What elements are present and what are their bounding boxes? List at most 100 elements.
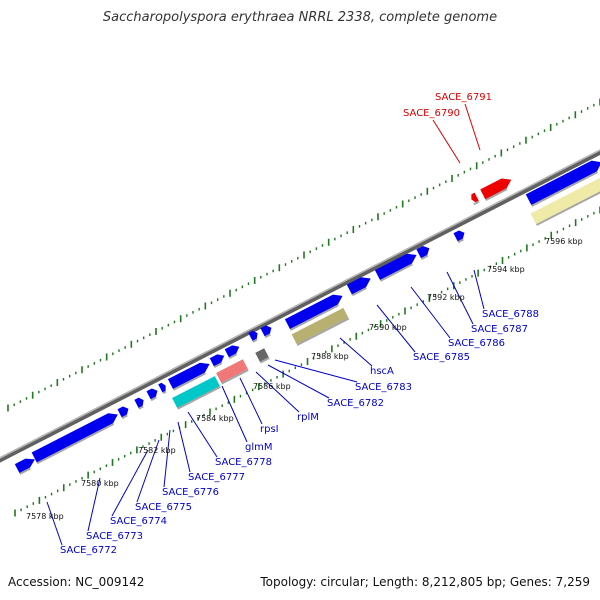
gene-arrow-shadow xyxy=(457,238,464,244)
gene-arrow-shape xyxy=(284,294,343,330)
gene-arrow-shape xyxy=(31,413,118,463)
gene-label: SACE_6782 xyxy=(327,398,384,409)
backbone-line xyxy=(0,149,600,463)
label-leader xyxy=(87,477,101,532)
gene-box-shape xyxy=(291,307,349,345)
scale-label: 7594 kbp xyxy=(487,265,525,274)
page-title: Saccharopolyspora erythraea NRRL 2338, c… xyxy=(102,10,498,25)
gene-arrow-shadow xyxy=(473,200,480,206)
gene-arrow-shadow xyxy=(138,405,144,410)
gene-arrow xyxy=(480,178,512,201)
gene-arrow xyxy=(117,406,129,420)
label-leader xyxy=(339,337,373,367)
gene-label: SACE_6791 xyxy=(435,92,492,103)
gene-box-shape xyxy=(255,348,269,362)
gene-label: SACE_6776 xyxy=(162,487,219,498)
gene-arrow xyxy=(134,397,144,410)
gene-arrow-shadow xyxy=(420,254,429,260)
label-leader xyxy=(274,359,358,383)
gene-arrow-shape xyxy=(248,330,258,341)
gene-arrow-shadow xyxy=(289,304,339,331)
gene-arrow-shape xyxy=(480,178,512,200)
gene-arrow-shape xyxy=(209,354,225,367)
gene-box-shadow xyxy=(296,317,350,346)
gene-arrow xyxy=(158,382,167,395)
gene-arrow xyxy=(31,413,118,465)
label-leader xyxy=(410,286,451,339)
gene-box-shape xyxy=(172,376,220,408)
label-leader xyxy=(221,385,248,443)
gene-box-shadow xyxy=(221,369,249,385)
genome-summary-text: Topology: circular; Length: 8,212,805 bp… xyxy=(260,575,590,589)
gene-label: rpsI xyxy=(260,424,279,435)
gene-arrow-shadow xyxy=(351,287,367,297)
gene-arrow-shape xyxy=(167,362,210,389)
gene-arrow-shape xyxy=(260,325,272,337)
gene-arrow-shadow xyxy=(252,338,258,343)
gene-arrow-shape xyxy=(471,192,479,203)
label-leader xyxy=(432,119,461,164)
gene-arrow-shadow xyxy=(228,353,238,359)
gene-arrow-shadow xyxy=(150,396,157,402)
gene-arrow xyxy=(284,294,343,331)
label-leader xyxy=(163,429,171,488)
gene-arrow xyxy=(209,354,225,368)
gene-label: SACE_6772 xyxy=(60,545,117,556)
label-leader xyxy=(446,271,474,325)
gene-arrow-shape xyxy=(14,458,35,474)
gene-box xyxy=(172,376,221,410)
gene-label: SACE_6788 xyxy=(482,309,539,320)
gene-labels: SACE_6772 SACE_6773 SACE_6774 SACE_6775 SACE… xyxy=(60,92,539,556)
gene-arrow-shape xyxy=(146,388,158,400)
scale-label: 7590 kbp xyxy=(369,323,407,332)
gene-arrow xyxy=(224,345,240,359)
gene-arrow-shape xyxy=(525,160,600,206)
gene-box-shape xyxy=(530,177,600,225)
label-leader xyxy=(187,411,218,458)
scale-label: 7588 kbp xyxy=(311,352,349,361)
gene-box xyxy=(530,177,600,226)
gene-arrow-shape xyxy=(346,277,371,295)
gene-arrow-shape xyxy=(374,253,417,280)
gene-box-shadow xyxy=(536,188,600,226)
gene-box-shape xyxy=(216,359,248,383)
gene-arrow-shape xyxy=(453,230,465,242)
tick-marks xyxy=(7,98,600,517)
gene-arrow-shape xyxy=(416,246,430,259)
scale-label: 7584 kbp xyxy=(196,414,234,423)
gene-arrow-shadow xyxy=(172,372,206,391)
gene-label: hscA xyxy=(370,366,394,377)
label-leader xyxy=(255,371,300,413)
scale-label: 7596 kbp xyxy=(545,237,583,246)
gene-label: SACE_6783 xyxy=(355,382,412,393)
gene-arrow-shadow xyxy=(36,423,115,465)
label-leader xyxy=(111,449,149,517)
label-leader xyxy=(136,439,160,503)
gene-label: SACE_6778 xyxy=(215,457,272,468)
gene-label: rplM xyxy=(297,412,319,423)
gene-label: SACE_6777 xyxy=(188,472,245,483)
gene-label: glmM xyxy=(245,442,273,453)
gene-arrow xyxy=(471,192,480,206)
gene-box xyxy=(255,348,270,364)
gene-features xyxy=(14,160,600,475)
scale-label: 7586 kbp xyxy=(253,382,291,391)
label-leaders xyxy=(46,103,485,546)
label-leader xyxy=(239,377,263,425)
gene-label: SACE_6773 xyxy=(86,531,143,542)
accession-text: Accession: NC_009142 xyxy=(8,575,145,589)
gene-box-shadow xyxy=(259,357,270,364)
gene-arrow-shadow xyxy=(531,171,599,207)
gene-label: SACE_6785 xyxy=(413,352,470,363)
gene-arrow-shape xyxy=(134,397,144,408)
gene-arrow xyxy=(248,330,258,343)
gene-label: SACE_6775 xyxy=(135,502,192,513)
label-leader xyxy=(464,103,481,151)
gene-arrow-shape xyxy=(158,382,166,393)
gene-arrow-shadow xyxy=(379,263,413,282)
gene-box xyxy=(291,307,350,346)
gene-arrow xyxy=(146,388,158,402)
gene-arrow-shadow xyxy=(19,467,31,475)
gene-arrow xyxy=(167,362,210,391)
